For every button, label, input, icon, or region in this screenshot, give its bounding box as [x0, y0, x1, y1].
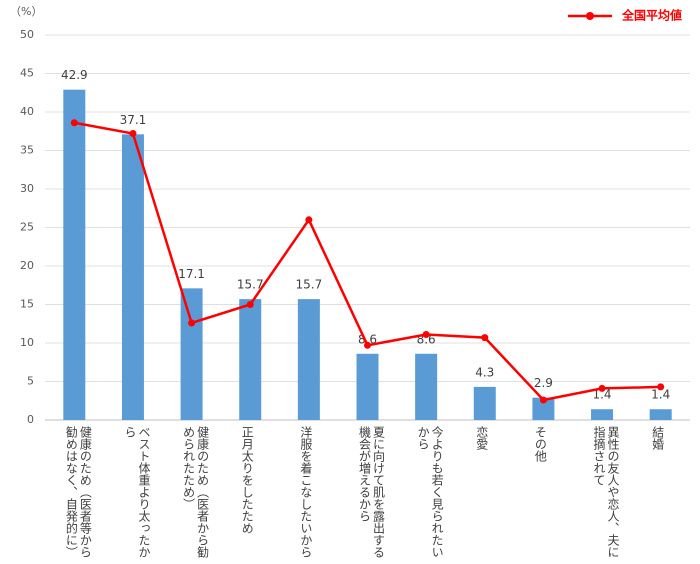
- data-label: 17.1: [178, 267, 205, 281]
- data-label: 15.7: [237, 278, 264, 292]
- y-tick-label: 10: [20, 336, 34, 349]
- x-tick-label: 夏に向けて肌を露出する機会が増えるから: [357, 426, 386, 558]
- line-point: [422, 331, 430, 339]
- line-point: [305, 216, 313, 224]
- y-tick-label: 5: [27, 375, 34, 388]
- bar: [649, 409, 672, 420]
- y-tick-label: 30: [20, 182, 34, 195]
- y-tick-label: 50: [20, 28, 34, 41]
- bar: [356, 353, 379, 420]
- data-label: 1.4: [592, 388, 611, 402]
- data-label: 15.7: [296, 278, 323, 292]
- line-point: [70, 119, 78, 127]
- bar: [63, 89, 86, 421]
- bar: [121, 134, 144, 420]
- y-tick-label: 20: [20, 259, 34, 272]
- y-tick-label: 25: [20, 221, 34, 234]
- bar: [239, 299, 262, 420]
- data-label: 2.9: [534, 376, 553, 390]
- line-point: [657, 383, 665, 391]
- data-label: 4.3: [475, 365, 494, 379]
- y-tick-label: 15: [20, 298, 34, 311]
- y-axis-label: （%）: [10, 5, 42, 18]
- x-tick-label: 健康のため（医者等から勧めはなく、自発的に）: [64, 426, 93, 558]
- data-label: 37.1: [120, 113, 147, 127]
- x-tick-label: 恋愛: [474, 426, 489, 450]
- x-tick-label: 正月太りをしたため: [240, 426, 255, 534]
- line-point: [539, 396, 547, 404]
- y-tick-label: 35: [20, 144, 34, 157]
- x-tick-label: 今よりも若く見られたいから: [416, 426, 445, 558]
- x-tick-label: その他: [533, 426, 548, 462]
- line-point: [481, 334, 489, 342]
- bar: [297, 299, 320, 420]
- line-point: [129, 130, 137, 138]
- legend-label: 全国平均値: [621, 8, 682, 23]
- data-label: 1.4: [651, 388, 670, 402]
- bar: [473, 386, 496, 420]
- x-tick-label: 健康のため（医者から勧められたため）: [181, 426, 210, 558]
- x-tick-label: ベスト体重より太ったから: [122, 426, 151, 558]
- x-tick-label: 結婚: [650, 426, 665, 450]
- bar: [532, 397, 555, 420]
- line-point: [188, 319, 196, 327]
- line-point: [246, 301, 254, 308]
- y-tick-label: 0: [27, 413, 34, 426]
- y-tick-label: 45: [20, 67, 34, 80]
- legend-marker: [586, 12, 594, 20]
- y-tick-label: 40: [20, 105, 34, 118]
- x-tick-label: 洋服を着こなしたいから: [298, 426, 313, 558]
- bar: [415, 353, 438, 420]
- bar: [591, 409, 614, 420]
- line-point: [598, 384, 606, 392]
- data-label: 42.9: [61, 68, 88, 82]
- x-tick-label: 異性の友人や恋人、夫に指摘されて: [592, 426, 621, 558]
- line-point: [364, 341, 371, 349]
- bar: [180, 288, 203, 420]
